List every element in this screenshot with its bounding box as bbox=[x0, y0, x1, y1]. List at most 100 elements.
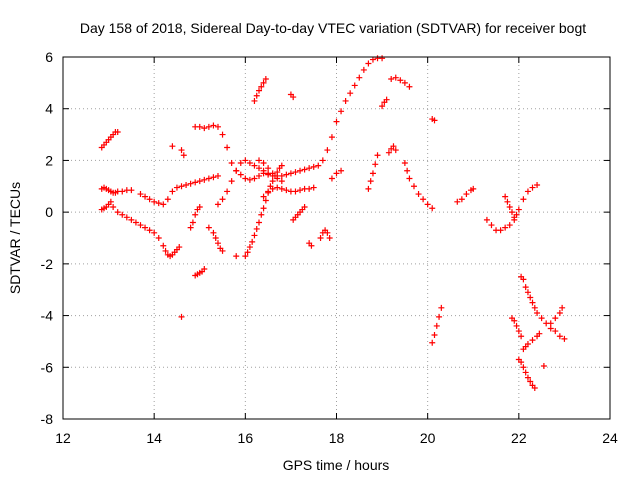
series-s36 bbox=[540, 362, 547, 369]
data-point bbox=[237, 160, 244, 167]
data-point bbox=[401, 160, 408, 167]
data-point bbox=[310, 163, 317, 170]
data-point bbox=[513, 322, 520, 329]
data-point bbox=[531, 384, 538, 391]
data-point bbox=[524, 374, 531, 381]
data-point bbox=[522, 369, 529, 376]
series-s17 bbox=[287, 91, 297, 101]
data-point bbox=[436, 313, 443, 320]
data-point bbox=[201, 266, 208, 273]
data-point bbox=[497, 227, 504, 234]
data-point bbox=[401, 79, 408, 86]
data-point bbox=[559, 304, 566, 311]
data-point bbox=[529, 337, 536, 344]
data-point bbox=[246, 176, 253, 183]
series-s30 bbox=[483, 216, 518, 234]
data-point bbox=[256, 165, 263, 172]
data-point bbox=[527, 294, 534, 301]
data-point bbox=[137, 222, 144, 229]
data-point bbox=[338, 167, 345, 174]
data-point bbox=[347, 90, 354, 97]
data-point bbox=[301, 166, 308, 173]
data-point bbox=[527, 378, 534, 385]
data-point bbox=[379, 55, 386, 62]
data-point bbox=[369, 56, 376, 63]
data-point bbox=[360, 66, 367, 73]
data-point bbox=[552, 315, 559, 322]
data-point bbox=[251, 162, 258, 169]
data-point bbox=[219, 131, 226, 138]
data-point bbox=[183, 181, 190, 188]
series-s9 bbox=[192, 122, 285, 185]
data-point bbox=[374, 152, 381, 159]
series-s4 bbox=[137, 172, 221, 208]
data-point bbox=[205, 224, 212, 231]
data-point bbox=[433, 322, 440, 329]
data-points bbox=[98, 55, 568, 391]
data-point bbox=[504, 198, 511, 205]
data-point bbox=[269, 170, 276, 177]
data-point bbox=[151, 229, 158, 236]
series-s20 bbox=[317, 227, 333, 241]
data-point bbox=[511, 317, 518, 324]
data-point bbox=[324, 229, 331, 236]
data-point bbox=[369, 170, 376, 177]
data-point bbox=[483, 216, 490, 223]
data-point bbox=[253, 92, 260, 99]
data-point bbox=[404, 167, 411, 174]
data-point bbox=[142, 224, 149, 231]
data-point bbox=[406, 83, 413, 90]
series-s6 bbox=[187, 203, 203, 231]
data-point bbox=[538, 315, 545, 322]
x-axis-label: GPS time / hours bbox=[283, 457, 390, 473]
data-point bbox=[192, 179, 199, 186]
data-point bbox=[160, 242, 167, 249]
data-point bbox=[379, 103, 386, 110]
series-s26 bbox=[401, 160, 436, 212]
y-tick-label: -2 bbox=[41, 256, 54, 272]
series-s35 bbox=[520, 330, 543, 353]
data-point bbox=[219, 196, 226, 203]
data-point bbox=[524, 289, 531, 296]
data-point bbox=[388, 75, 395, 82]
data-point bbox=[214, 123, 221, 130]
data-point bbox=[128, 187, 135, 194]
data-point bbox=[278, 162, 285, 169]
data-point bbox=[297, 187, 304, 194]
data-point bbox=[338, 108, 345, 115]
data-point bbox=[242, 157, 249, 164]
data-point bbox=[114, 209, 121, 216]
data-point bbox=[547, 325, 554, 332]
data-point bbox=[176, 244, 183, 251]
series-s15 bbox=[256, 55, 386, 179]
y-tick-label: 4 bbox=[45, 101, 53, 117]
data-point bbox=[306, 185, 313, 192]
data-point bbox=[256, 87, 263, 94]
series-s11 bbox=[214, 157, 272, 208]
data-point bbox=[333, 118, 340, 125]
data-point bbox=[356, 74, 363, 81]
series-s24 bbox=[385, 143, 399, 156]
data-point bbox=[324, 147, 331, 154]
data-point bbox=[420, 196, 427, 203]
data-point bbox=[265, 188, 272, 195]
data-point bbox=[534, 181, 541, 188]
data-point bbox=[178, 313, 185, 320]
data-point bbox=[224, 188, 231, 195]
data-point bbox=[506, 203, 513, 210]
data-point bbox=[228, 178, 235, 185]
data-point bbox=[192, 211, 199, 218]
data-point bbox=[123, 214, 130, 221]
data-point bbox=[315, 162, 322, 169]
x-tick-label: 14 bbox=[146, 430, 162, 446]
data-point bbox=[187, 224, 194, 231]
series-s18 bbox=[290, 203, 308, 223]
series-s10 bbox=[205, 224, 226, 254]
data-point bbox=[246, 244, 253, 251]
data-point bbox=[536, 330, 543, 337]
y-tick-label: 2 bbox=[45, 152, 53, 168]
y-tick-label: -6 bbox=[41, 359, 54, 375]
data-point bbox=[210, 174, 217, 181]
data-point bbox=[169, 188, 176, 195]
plot-frame bbox=[62, 56, 611, 420]
